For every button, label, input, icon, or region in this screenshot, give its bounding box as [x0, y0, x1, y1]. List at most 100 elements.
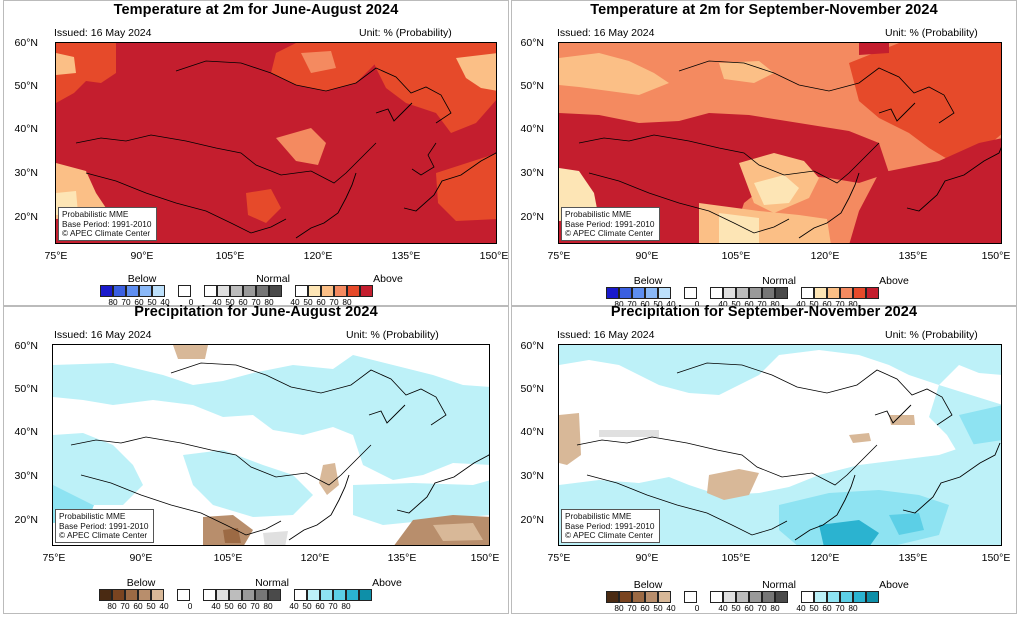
legend-tick: 40 [796, 299, 806, 309]
legend-swatch [814, 287, 827, 299]
legend-swatch [723, 591, 736, 603]
lat-label-50: 50°N [14, 80, 38, 92]
legend-tick: 80 [770, 603, 780, 613]
legend-tick: 40 [718, 299, 728, 309]
legend-above-label: Above [372, 577, 402, 589]
legend-tick: 60 [133, 601, 143, 611]
legend-tick: 80 [770, 299, 780, 309]
legend-tick: 40 [666, 603, 676, 613]
legend: Below Normal Above 80 70 60 50 40 0 40 5… [606, 579, 956, 613]
info-line-3: © APEC Climate Center [565, 530, 654, 541]
lat-label-50: 50°N [520, 383, 544, 395]
legend-swatch [827, 591, 840, 603]
info-box: Probabilistic MME Base Period: 1991-2010… [561, 207, 660, 241]
lon-label-135: 135°E [387, 552, 417, 564]
legend-swatch [632, 287, 645, 299]
legend-swatch [827, 287, 840, 299]
legend-swatch [307, 589, 320, 601]
legend-swatch [853, 591, 866, 603]
legend-tick: 50 [809, 603, 819, 613]
legend-tick: 80 [614, 299, 624, 309]
legend-tick: 70 [757, 299, 767, 309]
legend-swatch [112, 589, 125, 601]
legend-swatch [152, 285, 165, 297]
lon-label-120: 120°E [300, 552, 330, 564]
lon-label-90: 90°E [635, 250, 659, 262]
legend-swatch [294, 589, 307, 601]
lat-label-60: 60°N [14, 340, 38, 352]
legend-tick: 60 [640, 603, 650, 613]
legend-above-label: Above [373, 273, 403, 285]
legend-tick: 80 [264, 297, 274, 307]
unit-label: Unit: % (Probability) [885, 27, 978, 39]
lat-label-40: 40°N [520, 426, 544, 438]
info-line-2: Base Period: 1991-2010 [565, 520, 655, 531]
panel-title: Temperature at 2m for September-November… [590, 2, 938, 18]
legend-swatch [320, 589, 333, 601]
legend-tick: 0 [694, 603, 700, 613]
legend-above-label: Above [879, 579, 909, 591]
legend-below-label: Below [126, 577, 156, 589]
legend-tick: 80 [342, 297, 352, 307]
legend-tick: 60 [237, 601, 247, 611]
legend-tick: 40 [211, 601, 221, 611]
legend-swatch [801, 591, 814, 603]
legend-swatch [204, 285, 217, 297]
legend-swatch [138, 589, 151, 601]
lon-label-120: 120°E [810, 250, 840, 262]
legend-tick: 40 [160, 297, 170, 307]
lat-label-30: 30°N [14, 470, 38, 482]
legend-swatch [840, 591, 853, 603]
forecast-map: Probabilistic MME Base Period: 1991-2010… [52, 344, 490, 546]
legend-swatch [269, 285, 282, 297]
lat-label-30: 30°N [14, 167, 38, 179]
lon-label-120: 120°E [810, 552, 840, 564]
legend-tick: 60 [134, 297, 144, 307]
panel-prec-son: Precipitation for September-November 202… [511, 304, 1017, 614]
info-line-1: Probabilistic MME [59, 511, 126, 522]
lat-label-20: 20°N [520, 211, 544, 223]
forecast-map: Probabilistic MME Base Period: 1991-2010… [558, 344, 1002, 546]
legend-swatch [346, 589, 359, 601]
legend-swatch [749, 287, 762, 299]
legend-swatch [736, 591, 749, 603]
legend-swatch [203, 589, 216, 601]
legend-normal-label: Normal [255, 577, 289, 589]
legend-tick: 40 [666, 299, 676, 309]
legend-swatch [229, 589, 242, 601]
legend-tick: 70 [251, 297, 261, 307]
issued-date: Issued: 16 May 2024 [557, 27, 655, 39]
legend-swatch [684, 591, 697, 603]
lon-label-150: 150°E [470, 552, 500, 564]
legend-tick: 80 [108, 297, 118, 307]
panel-prec-jja: Precipitation for June-August 2024 Issue… [3, 304, 509, 614]
legend-tick: 60 [744, 299, 754, 309]
legend-swatch [308, 285, 321, 297]
legend-below-label: Below [633, 579, 663, 591]
legend-swatch [217, 285, 230, 297]
panel-title: Precipitation for June-August 2024 [134, 304, 378, 320]
lat-label-40: 40°N [14, 123, 38, 135]
legend-tick: 60 [822, 299, 832, 309]
legend-swatch [151, 589, 164, 601]
info-line-1: Probabilistic MME [565, 511, 632, 522]
legend-ticks: 80 70 60 50 40 0 40 50 60 70 80 40 50 60… [606, 299, 956, 309]
issued-date: Issued: 16 May 2024 [54, 27, 152, 39]
legend-swatch [359, 589, 372, 601]
lon-label-90: 90°E [635, 552, 659, 564]
panel-title: Temperature at 2m for June-August 2024 [113, 2, 399, 18]
legend-swatch [710, 591, 723, 603]
legend-swatch [125, 589, 138, 601]
lon-label-90: 90°E [130, 250, 154, 262]
legend-swatch [333, 589, 346, 601]
legend-tick: 70 [835, 603, 845, 613]
legend-tick: 60 [744, 603, 754, 613]
legend-swatch [736, 287, 749, 299]
legend-tick: 40 [290, 297, 300, 307]
legend-normal-label: Normal [256, 273, 290, 285]
issued-date: Issued: 16 May 2024 [54, 329, 152, 341]
panel-temp-son: Temperature at 2m for September-November… [511, 0, 1017, 309]
legend-swatch [177, 589, 190, 601]
lon-label-150: 150°E [479, 250, 509, 262]
lon-label-150: 150°E [981, 250, 1011, 262]
